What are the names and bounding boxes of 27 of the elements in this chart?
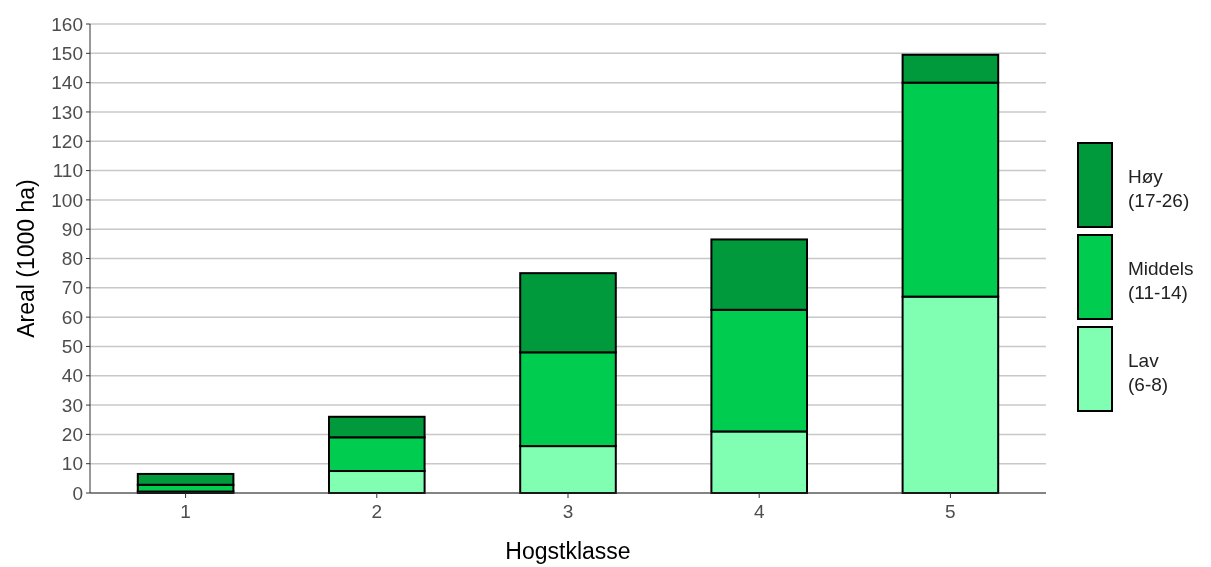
text: Lav (6-8) (1128, 350, 1169, 395)
y-tick-label: 80 (61, 248, 83, 270)
y-tick-label: 20 (61, 424, 83, 446)
y-tick-label: 120 (51, 130, 83, 152)
x-axis-title: Hogstklasse (505, 538, 631, 564)
y-tick-label: 90 (61, 218, 83, 240)
x-tick-label: 5 (945, 501, 956, 522)
y-tick-label: 50 (61, 336, 83, 358)
text: Middels (11-14) (1128, 258, 1194, 303)
y-axis-title: Areal (1000 ha) (13, 179, 39, 338)
y-tick-label: 70 (61, 277, 83, 299)
y-tick-label: 30 (61, 394, 83, 416)
y-tick-label: 160 (51, 13, 83, 35)
x-tick-label: 4 (753, 501, 765, 522)
text: Høy (17-26) (1128, 166, 1190, 211)
y-tick-label: 100 (51, 189, 83, 211)
x-tick-label: 3 (562, 501, 574, 522)
y-tick-label: 60 (61, 306, 83, 328)
y-tick-label: 10 (61, 453, 83, 475)
y-tick-label: 130 (51, 101, 83, 123)
y-tick-label: 110 (52, 160, 83, 182)
x-tick-label: 2 (371, 501, 383, 522)
x-tick-label: 1 (180, 501, 191, 522)
y-tick-label: 140 (51, 72, 83, 94)
y-tick-label: 0 (72, 482, 83, 504)
y-tick-label: 150 (51, 42, 83, 64)
y-tick-label: 40 (61, 365, 83, 387)
